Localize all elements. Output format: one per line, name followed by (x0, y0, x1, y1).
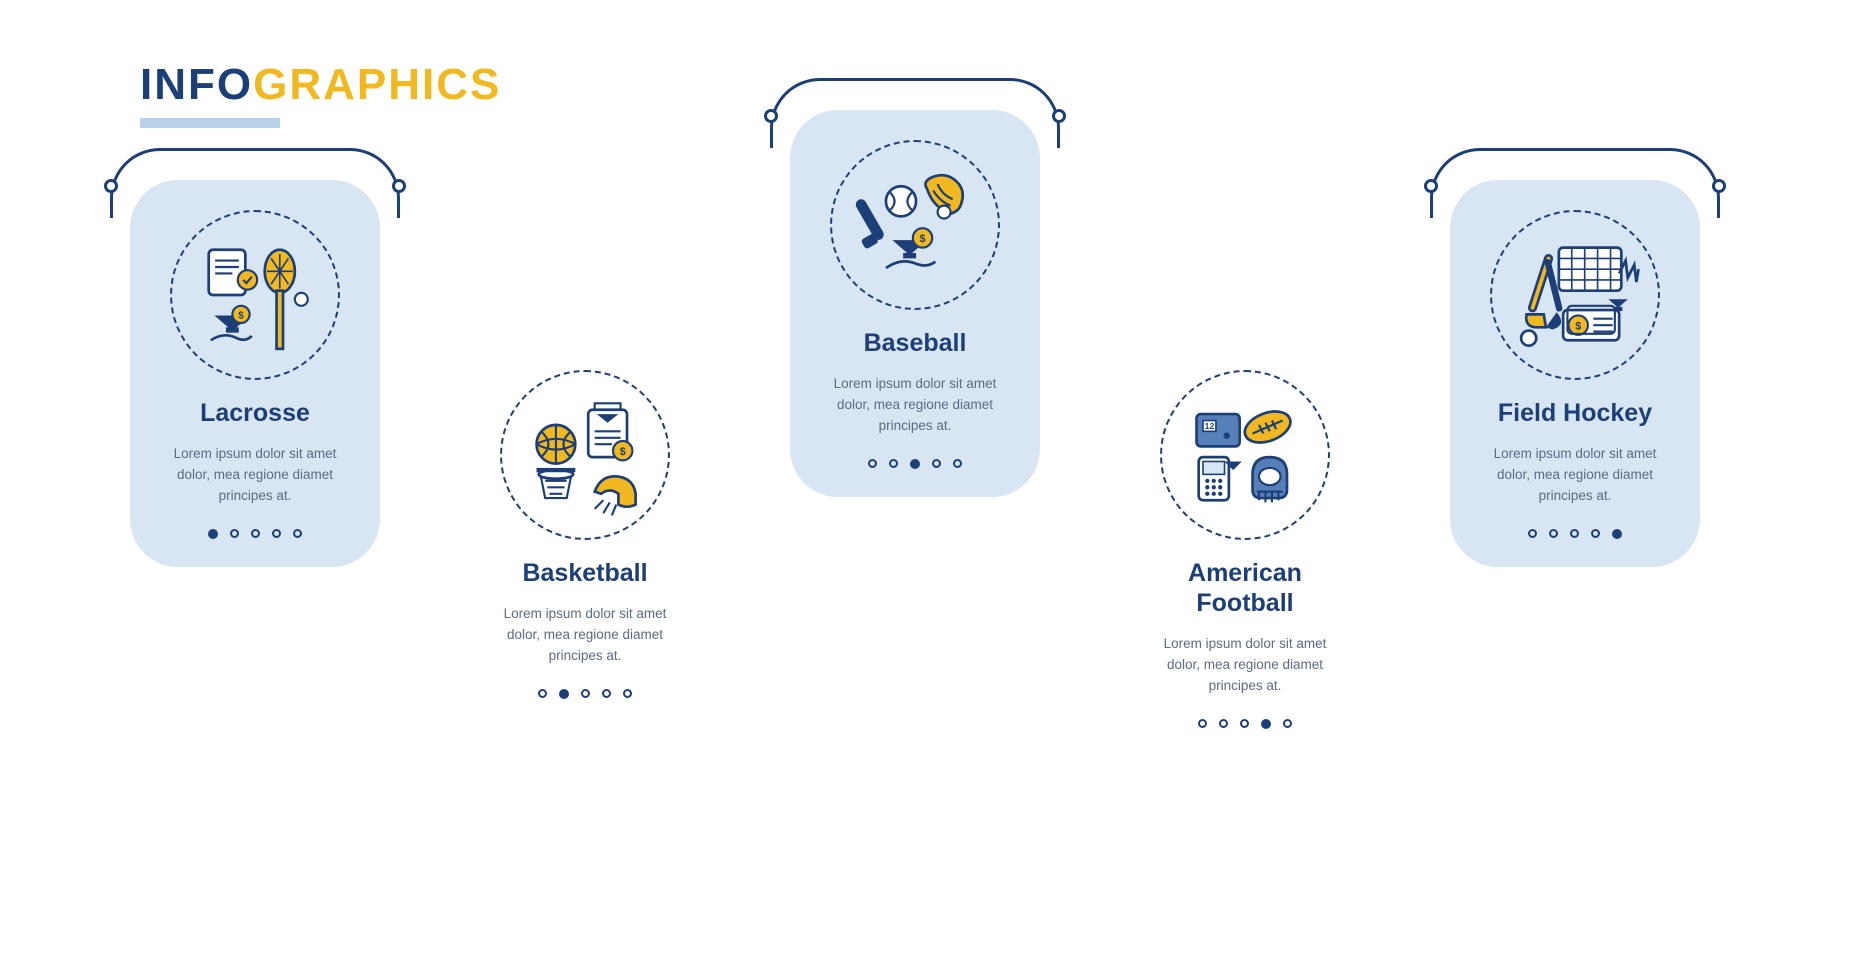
pagination-dot (1612, 529, 1622, 539)
basketball-icon (500, 370, 670, 540)
card-title: Baseball (810, 328, 1020, 358)
card-title: American Football (1140, 558, 1350, 618)
pagination-dots (1470, 529, 1680, 539)
pagination-dots (150, 529, 360, 539)
card-lacrosse: Lacrosse Lorem ipsum dolor sit amet dolor… (110, 180, 400, 567)
football-icon (1160, 370, 1330, 540)
card-american-football: American Football Lorem ipsum dolor sit a… (1100, 340, 1390, 757)
pagination-dot (230, 529, 239, 538)
pagination-dot (868, 459, 877, 468)
bracket-dot-icon (1424, 179, 1438, 193)
pagination-dot (623, 689, 632, 698)
pagination-dot (889, 459, 898, 468)
card-description: Lorem ipsum dolor sit amet dolor, mea re… (150, 444, 360, 507)
bracket-dot-icon (1712, 179, 1726, 193)
pagination-dot (1528, 529, 1537, 538)
pagination-dot (581, 689, 590, 698)
pagination-dot (1261, 719, 1271, 729)
card-title: Basketball (480, 558, 690, 588)
bracket-dot-icon (764, 109, 778, 123)
pagination-dot (953, 459, 962, 468)
pagination-dots (810, 459, 1020, 469)
card-description: Lorem ipsum dolor sit amet dolor, mea re… (480, 604, 690, 667)
card-title: Field Hockey (1470, 398, 1680, 428)
pagination-dot (1549, 529, 1558, 538)
baseball-icon (830, 140, 1000, 310)
pagination-dot (602, 689, 611, 698)
pagination-dot (1283, 719, 1292, 728)
card-title: Lacrosse (150, 398, 360, 428)
card-body: Baseball Lorem ipsum dolor sit amet dolor… (790, 110, 1040, 497)
card-description: Lorem ipsum dolor sit amet dolor, mea re… (1470, 444, 1680, 507)
card-description: Lorem ipsum dolor sit amet dolor, mea re… (810, 374, 1020, 437)
bracket-dot-icon (104, 179, 118, 193)
pagination-dot (1219, 719, 1228, 728)
pagination-dot (251, 529, 260, 538)
pagination-dot (293, 529, 302, 538)
card-baseball: Baseball Lorem ipsum dolor sit amet dolor… (770, 110, 1060, 497)
pagination-dot (1591, 529, 1600, 538)
pagination-dot (272, 529, 281, 538)
pagination-dot (1570, 529, 1579, 538)
pagination-dot (1198, 719, 1207, 728)
card-body: Basketball Lorem ipsum dolor sit amet dol… (460, 340, 710, 727)
pagination-dot (208, 529, 218, 539)
cards-container: Lacrosse Lorem ipsum dolor sit amet dolor… (110, 110, 1755, 757)
header-word-2: GRAPHICS (253, 60, 501, 109)
card-description: Lorem ipsum dolor sit amet dolor, mea re… (1140, 634, 1350, 697)
hockey-icon (1490, 210, 1660, 380)
bracket-dot-icon (1052, 109, 1066, 123)
card-field-hockey: Field Hockey Lorem ipsum dolor sit amet d… (1430, 180, 1720, 567)
pagination-dot (1240, 719, 1249, 728)
card-body: Lacrosse Lorem ipsum dolor sit amet dolor… (130, 180, 380, 567)
pagination-dot (559, 689, 569, 699)
card-body: Field Hockey Lorem ipsum dolor sit amet d… (1450, 180, 1700, 567)
pagination-dot (910, 459, 920, 469)
lacrosse-icon (170, 210, 340, 380)
card-body: American Football Lorem ipsum dolor sit a… (1120, 340, 1370, 757)
header-title: INFOGRAPHICS (140, 60, 501, 110)
pagination-dot (932, 459, 941, 468)
bracket-dot-icon (392, 179, 406, 193)
header-word-1: INFO (140, 60, 253, 109)
pagination-dots (480, 689, 690, 699)
card-basketball: Basketball Lorem ipsum dolor sit amet dol… (440, 340, 730, 727)
pagination-dot (538, 689, 547, 698)
pagination-dots (1140, 719, 1350, 729)
